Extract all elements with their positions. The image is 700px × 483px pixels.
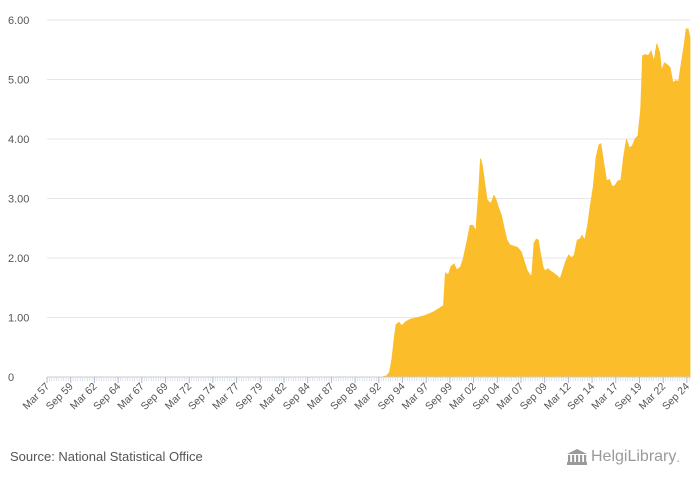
x-minor-ticks bbox=[46, 377, 690, 381]
brand-name: HelgiLibrary bbox=[591, 448, 677, 465]
library-icon bbox=[567, 449, 587, 465]
brand-logo[interactable]: HelgiLibrary. bbox=[566, 448, 680, 466]
y-tick-label: 4.00 bbox=[8, 134, 29, 146]
y-tick-label: 6.00 bbox=[8, 15, 29, 27]
y-tick-label: 5.00 bbox=[8, 75, 29, 87]
source-text: Source: National Statistical Office bbox=[10, 449, 203, 464]
area-layer bbox=[47, 28, 691, 378]
x-tick-label: Sep 24 bbox=[660, 381, 692, 413]
brand-suffix: . bbox=[676, 449, 680, 465]
y-tick-label: 2.00 bbox=[8, 253, 29, 265]
y-axis: 0 1.00 2.00 3.00 4.00 5.00 6.00 bbox=[8, 15, 29, 384]
y-tick-label: 0 bbox=[8, 372, 14, 384]
y-tick-label: 1.00 bbox=[8, 313, 29, 325]
minor-tick-marks bbox=[46, 377, 690, 381]
area-series bbox=[47, 28, 691, 378]
y-tick-label: 3.00 bbox=[8, 194, 29, 206]
